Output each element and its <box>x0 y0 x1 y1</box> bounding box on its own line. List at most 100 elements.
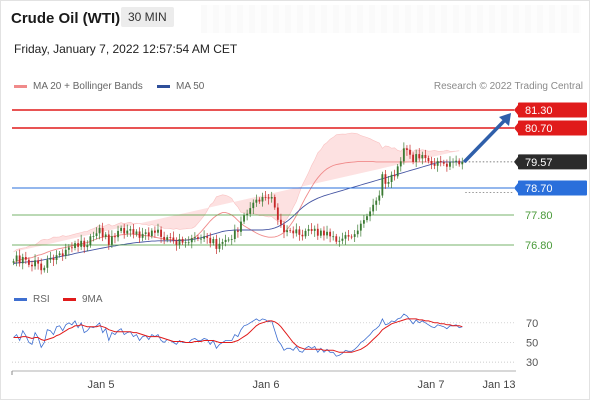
candle-body <box>276 207 279 220</box>
candle-body <box>187 242 190 244</box>
candle-body <box>384 174 387 184</box>
candle-body <box>107 234 110 245</box>
candle-body <box>390 174 393 182</box>
candle-body <box>344 235 347 239</box>
candle-body <box>412 154 415 162</box>
candle-body <box>396 166 399 177</box>
candle-body <box>372 204 375 212</box>
candle-body <box>144 232 147 234</box>
candle-body <box>61 253 64 256</box>
candle-body <box>123 227 126 234</box>
candle-body <box>129 229 132 231</box>
candle-body <box>101 227 104 237</box>
candle-body <box>92 236 95 237</box>
candle-body <box>31 264 33 267</box>
candle-body <box>49 257 52 260</box>
candle-body <box>163 236 166 240</box>
level-tag-pointer <box>514 105 518 115</box>
candle-body <box>153 230 156 233</box>
level-tag-pointer <box>514 183 518 193</box>
candle-body <box>461 161 464 165</box>
level-label-resistance: 80.70 <box>525 123 553 135</box>
level-tag-resistance <box>518 102 587 118</box>
timeframe-button[interactable]: 30 MIN <box>121 7 174 27</box>
candle-body <box>393 174 396 177</box>
rsi-tick-label: 50 <box>526 337 538 349</box>
candle-body <box>203 236 206 239</box>
candle-body <box>261 197 264 202</box>
candle-body <box>157 229 159 233</box>
candle-body <box>193 237 196 239</box>
candle-body <box>135 231 138 235</box>
level-label-resistance: 81.30 <box>525 105 553 117</box>
candle-body <box>120 227 123 231</box>
candle-body <box>421 155 424 159</box>
candle-body <box>209 237 212 244</box>
candle-body <box>310 229 313 231</box>
candle-body <box>249 208 252 214</box>
candle-body <box>366 216 368 221</box>
candle-body <box>12 261 15 263</box>
candle-body <box>264 197 267 198</box>
level-tag-pivot <box>518 180 587 196</box>
candle-body <box>270 197 273 199</box>
candle-body <box>267 197 270 199</box>
x-tick-label: Jan 5 <box>88 379 115 391</box>
candle-body <box>27 259 30 265</box>
candle-body <box>295 229 298 234</box>
rsi-swatch <box>14 298 27 301</box>
candle-body <box>381 174 384 196</box>
candle-body <box>445 163 448 167</box>
candle-body <box>301 234 304 237</box>
level-tag-current <box>518 154 587 170</box>
candle-body <box>458 160 461 165</box>
candle-body <box>316 228 319 236</box>
candle-body <box>98 227 101 234</box>
ma20-line <box>13 161 460 264</box>
level-tag-resistance <box>518 120 587 136</box>
candle-body <box>280 219 282 225</box>
candle-body <box>369 211 371 217</box>
candle-body <box>399 161 402 167</box>
legend-rsi-ma: 9MA <box>63 294 103 305</box>
candle-body <box>43 267 46 271</box>
candle-body <box>138 231 141 238</box>
candle-body <box>218 243 221 249</box>
rsi-tick-label: 70 <box>526 318 538 330</box>
candle-body <box>178 239 181 245</box>
rsi-series-9ma <box>13 318 463 353</box>
rsi-ma-swatch <box>63 298 76 301</box>
candle-body <box>227 239 230 241</box>
level-tag-pointer <box>514 156 518 167</box>
candle-body <box>338 240 341 242</box>
candle-body <box>255 199 258 203</box>
candle-body <box>34 260 36 267</box>
candle-body <box>224 239 227 242</box>
candle-body <box>243 215 245 222</box>
candle-body <box>326 231 328 236</box>
ma50-line <box>13 161 466 265</box>
candle-body <box>89 236 92 246</box>
candle-body <box>190 238 193 243</box>
candle-body <box>64 249 67 256</box>
candle-body <box>375 200 378 205</box>
candle-body <box>18 255 21 264</box>
candle-body <box>83 240 86 248</box>
candle-body <box>289 230 292 232</box>
candle-body <box>439 161 442 163</box>
candle-body <box>329 231 332 237</box>
candle-body <box>15 255 18 262</box>
candle-body <box>292 230 295 234</box>
candle-body <box>298 229 301 235</box>
candle-body <box>58 253 61 256</box>
candle-body <box>104 234 107 237</box>
legend-ma50-label: MA 50 <box>176 81 205 92</box>
candle-body <box>21 257 24 264</box>
candle-body <box>258 199 261 202</box>
legend-rsi: RSI <box>14 294 50 305</box>
candle-body <box>95 233 98 236</box>
candle-body <box>449 162 451 167</box>
rsi-tick-label: 30 <box>526 357 538 369</box>
candle-body <box>46 259 49 268</box>
candle-body <box>433 164 436 166</box>
